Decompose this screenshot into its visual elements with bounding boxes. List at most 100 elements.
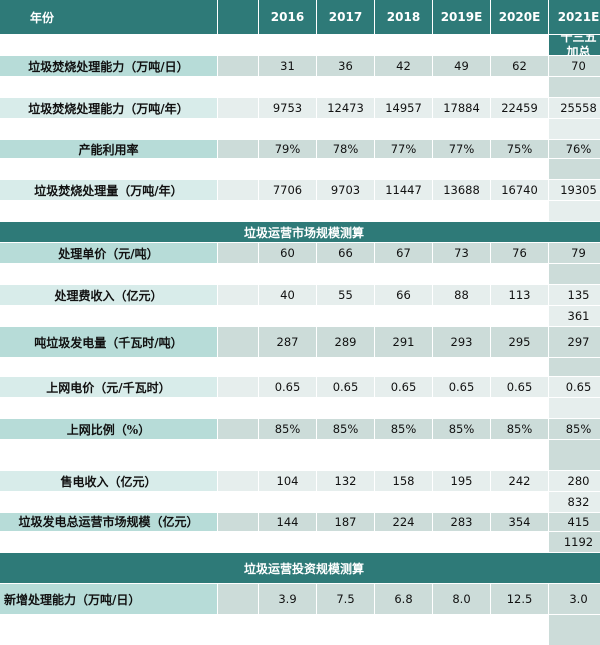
value-cell: 60: [259, 243, 316, 263]
spacer-cell: [218, 513, 258, 531]
value-cell: 36: [317, 56, 374, 76]
value-cell: 85%: [317, 419, 374, 439]
row-label: 垃圾焚烧处理能力（万吨/年）: [0, 98, 217, 118]
total-cell: [549, 358, 600, 376]
value-cell: 242: [491, 471, 548, 491]
spacer-cell: [218, 471, 258, 491]
value-cell: 104: [259, 471, 316, 491]
value-cell: 49: [433, 56, 490, 76]
header-year: 2017: [317, 0, 374, 34]
value-cell: 287: [259, 327, 316, 357]
spacer-cell: [218, 180, 258, 200]
value-cell: 25558: [549, 98, 600, 118]
row-label: 新增处理能力（万吨/日）: [0, 584, 217, 614]
value-cell: 7.5: [317, 584, 374, 614]
value-cell: 283: [433, 513, 490, 531]
spacer-cell: [218, 243, 258, 263]
value-cell: 13688: [433, 180, 490, 200]
total-cell: 361: [549, 306, 600, 326]
section-header: 垃圾运营市场规模测算: [0, 222, 600, 242]
value-cell: 79%: [259, 140, 316, 158]
spacer-cell: [218, 56, 258, 76]
value-cell: 78%: [317, 140, 374, 158]
value-cell: 62: [491, 56, 548, 76]
spacer-cell: [218, 98, 258, 118]
value-cell: 76%: [549, 140, 600, 158]
row-label: 售电收入（亿元）: [0, 471, 217, 491]
value-cell: 132: [317, 471, 374, 491]
value-cell: 11447: [375, 180, 432, 200]
value-cell: 67: [375, 243, 432, 263]
value-cell: 14957: [375, 98, 432, 118]
value-cell: 0.65: [549, 377, 600, 397]
row-label: 产能利用率: [0, 140, 217, 158]
value-cell: 7706: [259, 180, 316, 200]
value-cell: 0.65: [433, 377, 490, 397]
total-cell: [549, 77, 600, 97]
header-blank: [218, 0, 258, 34]
value-cell: 85%: [433, 419, 490, 439]
value-cell: 354: [491, 513, 548, 531]
value-cell: 12.5: [491, 584, 548, 614]
value-cell: 76: [491, 243, 548, 263]
value-cell: 22459: [491, 98, 548, 118]
row-label: 上网电价（元/千瓦时）: [0, 377, 217, 397]
value-cell: 12473: [317, 98, 374, 118]
total-cell: 1192: [549, 532, 600, 552]
value-cell: 19305: [549, 180, 600, 200]
value-cell: 158: [375, 471, 432, 491]
row-label: 处理单价（元/吨）: [0, 243, 217, 263]
value-cell: 135: [549, 285, 600, 305]
spacer-cell: [218, 419, 258, 439]
spacer-cell: [218, 584, 258, 614]
header-year: 2016: [259, 0, 316, 34]
header-year: 2020E: [491, 0, 548, 34]
value-cell: 88: [433, 285, 490, 305]
value-cell: 187: [317, 513, 374, 531]
header-year: 2019E: [433, 0, 490, 34]
value-cell: 8.0: [433, 584, 490, 614]
value-cell: 0.65: [491, 377, 548, 397]
row-label: 垃圾焚烧处理能力（万吨/日）: [0, 56, 217, 76]
total-cell: [549, 264, 600, 284]
value-cell: 79: [549, 243, 600, 263]
value-cell: 144: [259, 513, 316, 531]
value-cell: 9703: [317, 180, 374, 200]
value-cell: 415: [549, 513, 600, 531]
value-cell: 17884: [433, 98, 490, 118]
value-cell: 85%: [259, 419, 316, 439]
row-label: 吨垃圾发电量（千瓦时/吨）: [0, 327, 217, 357]
spacer-cell: [218, 140, 258, 158]
value-cell: 291: [375, 327, 432, 357]
total-cell: [549, 159, 600, 179]
value-cell: 66: [375, 285, 432, 305]
value-cell: 85%: [549, 419, 600, 439]
spacer-cell: [218, 327, 258, 357]
header-label: 年份: [0, 0, 217, 34]
value-cell: 75%: [491, 140, 548, 158]
value-cell: 289: [317, 327, 374, 357]
value-cell: 195: [433, 471, 490, 491]
value-cell: 70: [549, 56, 600, 76]
value-cell: 297: [549, 327, 600, 357]
value-cell: 77%: [375, 140, 432, 158]
value-cell: 0.65: [317, 377, 374, 397]
row-label: 上网比例（%）: [0, 419, 217, 439]
value-cell: 55: [317, 285, 374, 305]
value-cell: 9753: [259, 98, 316, 118]
value-cell: 293: [433, 327, 490, 357]
value-cell: 85%: [491, 419, 548, 439]
value-cell: 224: [375, 513, 432, 531]
total-cell: [549, 398, 600, 418]
value-cell: 73: [433, 243, 490, 263]
value-cell: 295: [491, 327, 548, 357]
header-total: 十三五 加总: [549, 35, 600, 55]
value-cell: 42: [375, 56, 432, 76]
row-label: 处理费收入（亿元）: [0, 285, 217, 305]
spacer-cell: [218, 377, 258, 397]
total-cell: [549, 201, 600, 221]
total-cell: [549, 440, 600, 470]
header-year: 2018: [375, 0, 432, 34]
total-cell: 832: [549, 492, 600, 512]
